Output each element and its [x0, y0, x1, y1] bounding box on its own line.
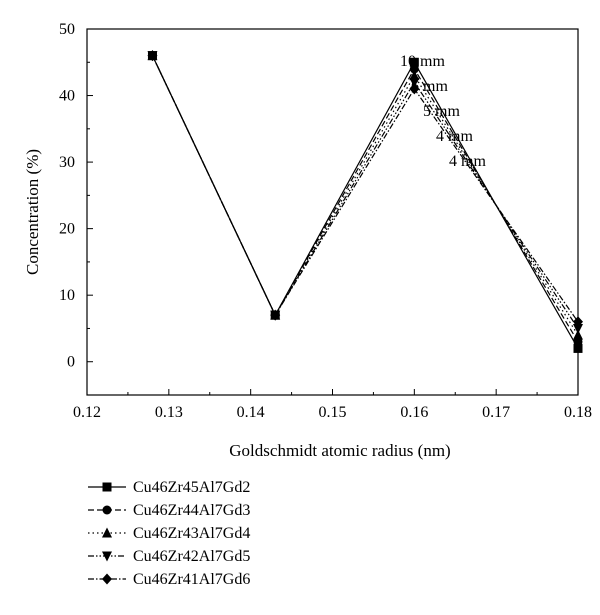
y-tick-label: 40 — [59, 88, 75, 105]
annotation-label: 4 mm — [449, 153, 486, 170]
data-point-marker — [409, 77, 420, 88]
y-tick-label: 20 — [59, 221, 75, 238]
series-line-4 — [151, 55, 579, 329]
legend-marker — [102, 551, 112, 562]
legend-marker — [102, 573, 112, 585]
data-point-marker — [147, 50, 158, 62]
legend-marker — [102, 482, 112, 492]
annotation-label: 10 mm — [400, 53, 445, 70]
annotation-label: 5 mm — [423, 103, 460, 120]
y-tick-label: 10 — [59, 287, 75, 304]
x-tick-label: 0.16 — [400, 404, 428, 421]
legend-marker — [102, 527, 112, 538]
data-point-marker — [573, 343, 583, 353]
series-line-5 — [151, 55, 579, 323]
data-point-marker — [573, 316, 583, 328]
y-tick-label: 30 — [59, 154, 75, 171]
data-point-marker — [573, 323, 583, 334]
x-tick-label: 0.15 — [319, 404, 347, 421]
data-point-marker — [409, 57, 419, 67]
annotation-label: 4 mm — [436, 128, 473, 145]
x-tick-label: 0.14 — [237, 404, 265, 421]
x-tick-label: 0.18 — [564, 404, 592, 421]
legend-label: Cu46Zr42Al7Gd5 — [133, 548, 250, 565]
legend: Cu46Zr45Al7Gd2 Cu46Zr44Al7Gd3 Cu46Zr43Al7G… — [88, 479, 250, 588]
legend-label: Cu46Zr41Al7Gd6 — [133, 571, 250, 588]
y-axis-title: Concentration (%) — [23, 149, 42, 275]
annotations: 10 mm 6 mm 5 mm 4 mm 4 mm — [400, 53, 486, 170]
series-markers — [147, 50, 583, 353]
x-tick-label: 0.13 — [155, 404, 183, 421]
y-axis: 0 10 20 30 40 50 — [59, 21, 93, 371]
data-point-marker — [270, 309, 281, 321]
legend-marker — [102, 505, 112, 515]
x-axis: 0.12 0.13 0.14 0.15 0.16 0.17 0.18 — [73, 389, 592, 421]
series-lines — [151, 55, 579, 349]
data-point-marker — [409, 83, 420, 95]
x-tick-label: 0.12 — [73, 404, 101, 421]
data-point-marker — [409, 70, 420, 81]
legend-label: Cu46Zr45Al7Gd2 — [133, 479, 250, 496]
y-tick-label: 0 — [67, 354, 75, 371]
series-line-2 — [151, 55, 579, 343]
x-tick-label: 0.17 — [482, 404, 510, 421]
y-tick-label: 50 — [59, 21, 75, 38]
series-line-1 — [151, 55, 579, 349]
annotation-label: 6 mm — [411, 78, 448, 95]
x-axis-title: Goldschmidt atomic radius (nm) — [229, 441, 450, 460]
data-point-marker — [573, 329, 583, 340]
legend-label: Cu46Zr43Al7Gd4 — [133, 525, 250, 542]
series-line-3 — [151, 55, 579, 336]
data-point-marker — [409, 64, 419, 74]
legend-label: Cu46Zr44Al7Gd3 — [133, 502, 250, 519]
